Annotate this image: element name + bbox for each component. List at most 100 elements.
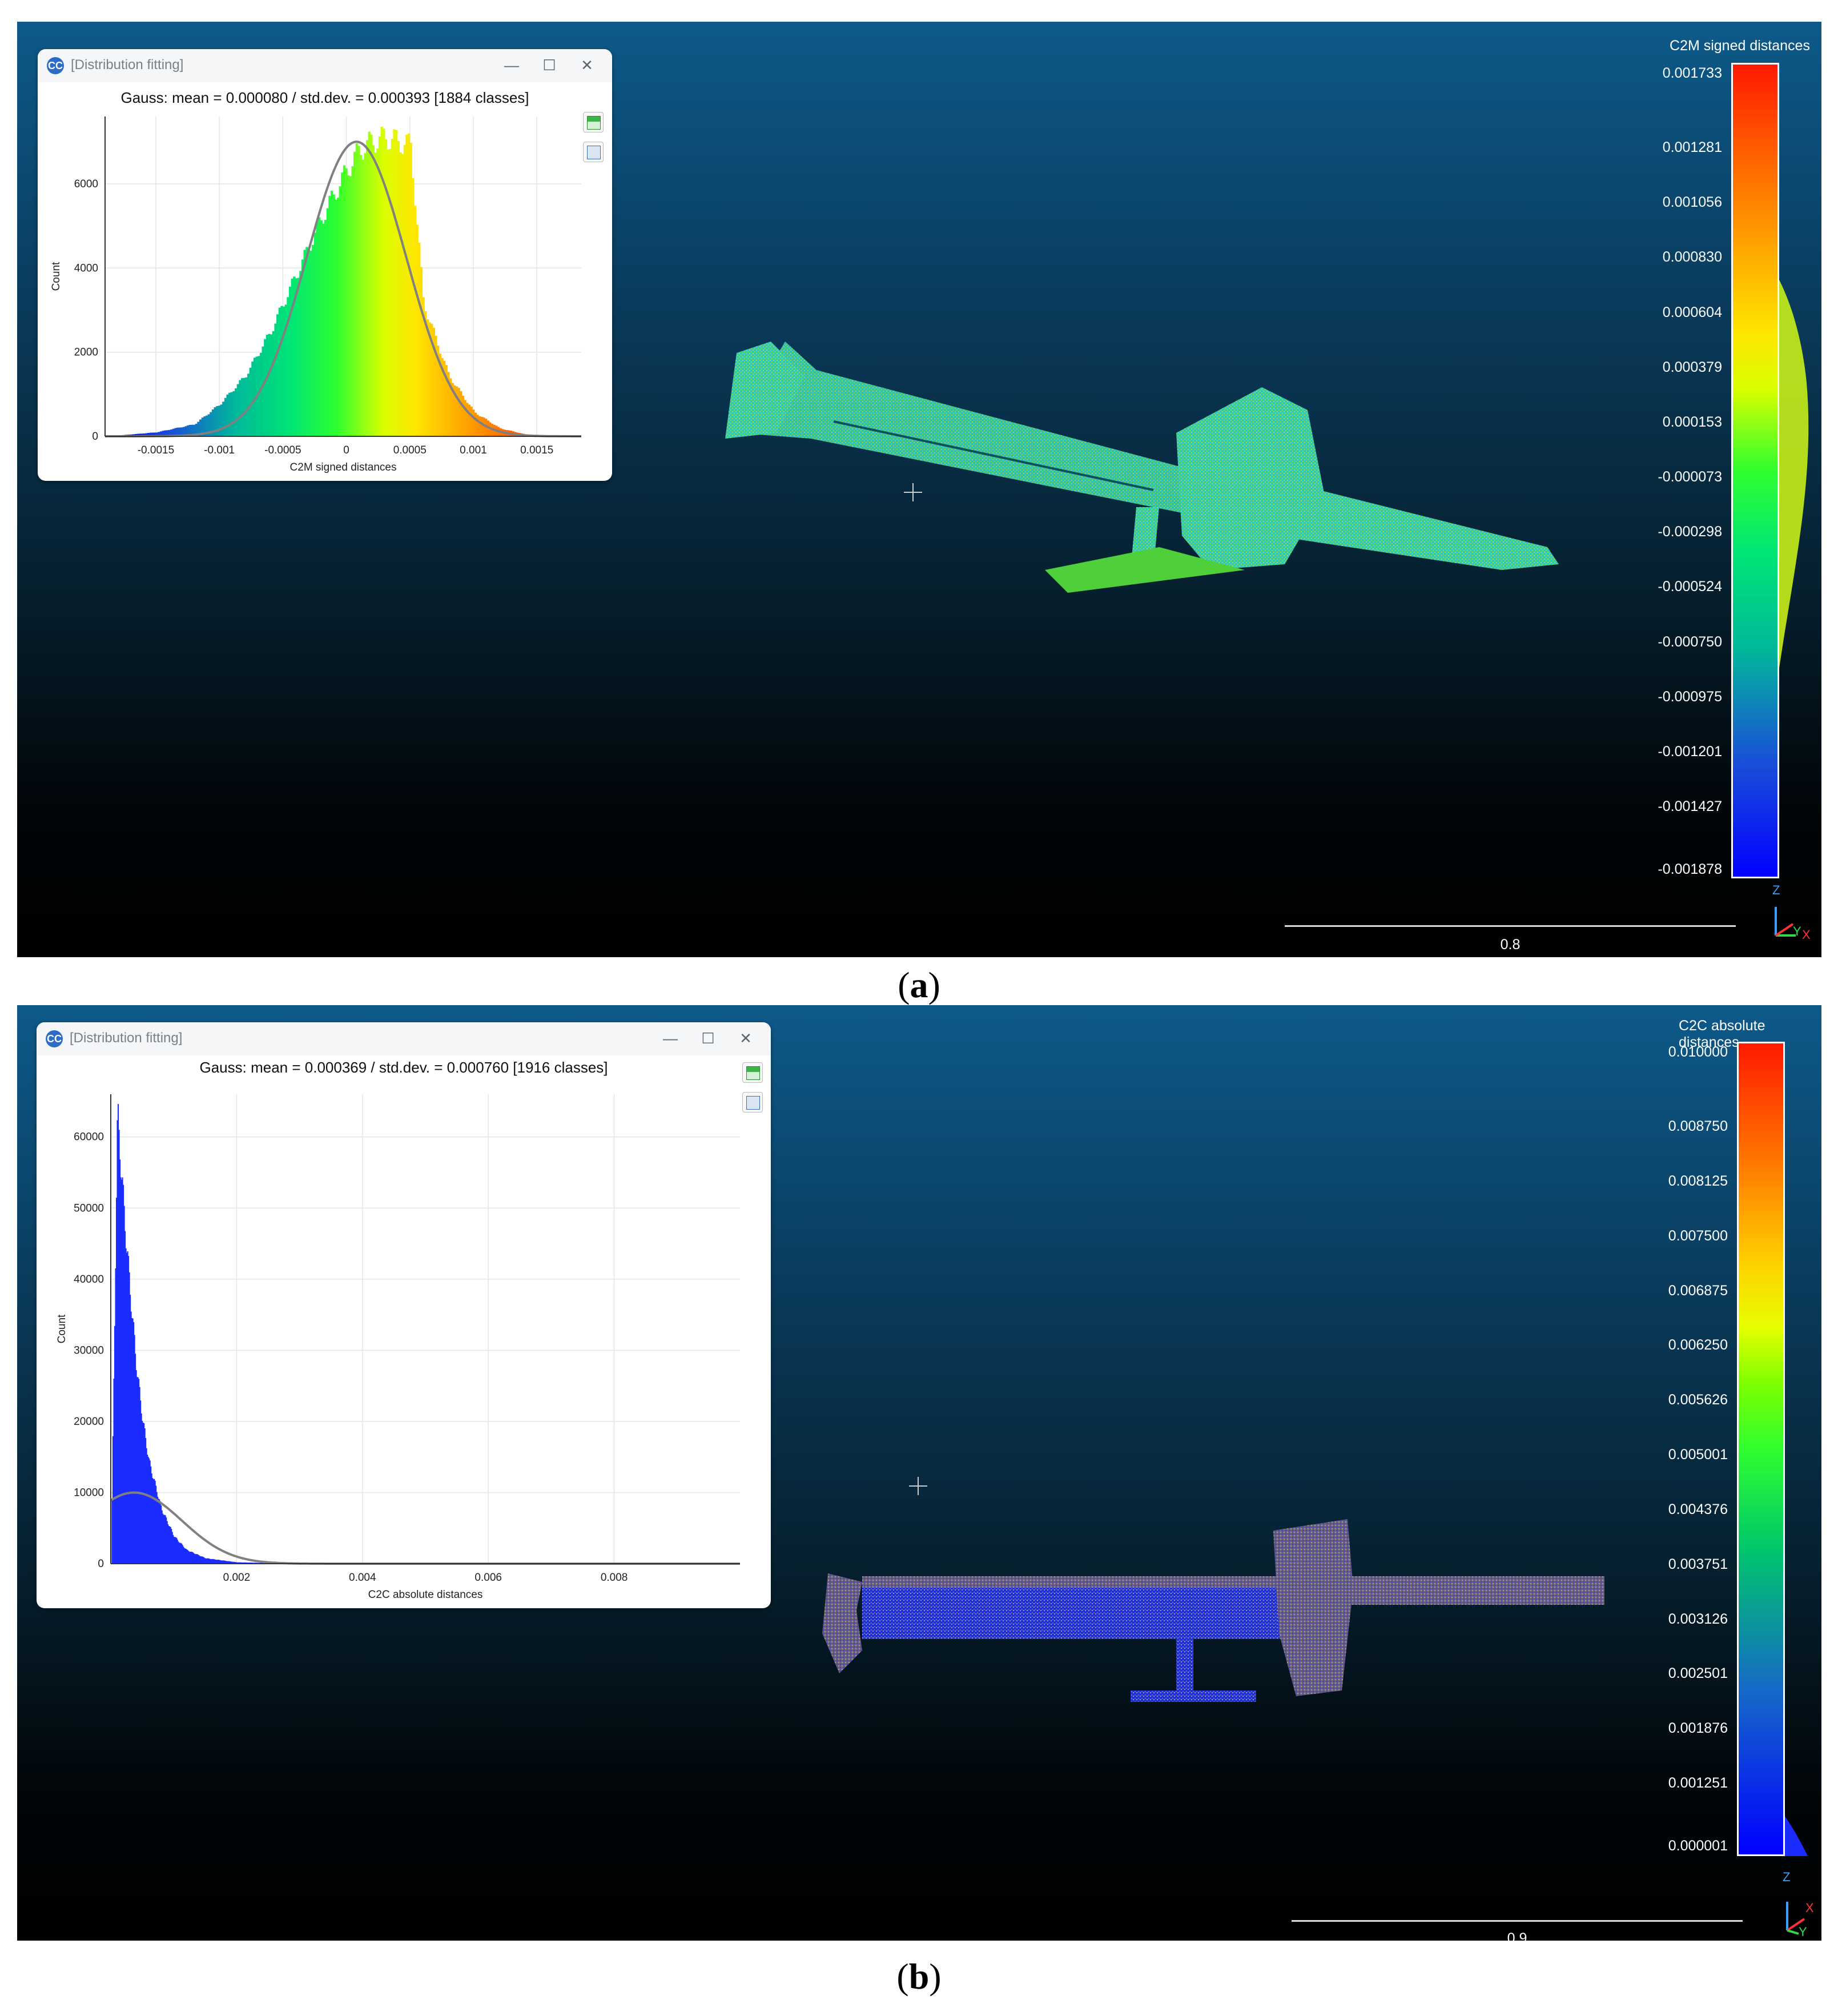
close-button[interactable]: ✕ <box>581 57 593 74</box>
histogram-bar <box>155 432 158 436</box>
histogram-bar <box>134 1335 135 1564</box>
histogram-bar <box>360 155 363 436</box>
histogram-bar <box>207 414 210 436</box>
viewer-panel-a[interactable]: CC [Distribution fitting] — ☐ ✕ Gauss: m… <box>17 22 1821 957</box>
histogram-bar <box>188 1551 190 1564</box>
histogram-bar <box>378 136 381 437</box>
histogram-bar <box>238 1562 239 1564</box>
histogram-bar <box>370 134 373 437</box>
histogram-bar <box>361 159 364 436</box>
histogram-bar <box>229 1561 231 1564</box>
histogram-bar <box>180 1543 182 1564</box>
x-tick-label: 0.002 <box>223 1572 251 1584</box>
histogram-bar <box>162 1513 164 1564</box>
histogram-bar <box>232 1561 234 1564</box>
histogram-bar <box>401 154 404 436</box>
histogram-bar <box>258 356 260 436</box>
minimize-button[interactable]: — <box>504 57 519 74</box>
histogram-bar <box>216 406 219 436</box>
histogram-bar <box>451 383 454 436</box>
histogram-bar <box>183 1547 184 1564</box>
scale-bar <box>1285 925 1736 927</box>
histogram-bar <box>179 1543 181 1564</box>
dialog-title-bar[interactable]: CC [Distribution fitting] — ☐ ✕ <box>38 49 612 82</box>
dialog-title-bar[interactable]: CC [Distribution fitting] — ☐ ✕ <box>37 1022 771 1055</box>
histogram-bar <box>409 143 412 436</box>
histogram-bar <box>318 217 321 436</box>
maximize-button[interactable]: ☐ <box>701 1030 715 1047</box>
histogram-bar <box>244 1562 246 1564</box>
histogram-bar <box>437 346 440 436</box>
minimize-button[interactable]: — <box>663 1030 678 1047</box>
histogram-bar <box>139 1387 140 1564</box>
colorbar-tick-label: -0.001201 <box>1658 743 1722 760</box>
histogram-bar <box>199 419 202 436</box>
colorbar-tick-label: -0.000524 <box>1658 579 1722 595</box>
distribution-fitting-dialog-b[interactable]: CC [Distribution fitting] — ☐ ✕ Gauss: m… <box>37 1022 771 1608</box>
histogram-bar <box>303 250 306 436</box>
histogram-bar <box>412 178 415 436</box>
x-tick-label: -0.001 <box>204 444 235 456</box>
histogram-bar <box>216 1560 218 1564</box>
histogram-bar <box>123 1206 125 1564</box>
histogram-bar <box>241 378 244 436</box>
histogram-bar <box>145 1438 147 1564</box>
histogram-bar <box>144 1428 146 1564</box>
histogram-bar <box>210 412 212 436</box>
distribution-fitting-dialog-a[interactable]: CC [Distribution fitting] — ☐ ✕ Gauss: m… <box>38 49 612 481</box>
histogram-bar <box>236 1562 238 1564</box>
histogram-chart-a: -0.0015 -0.001 -0.0005 0 0.0005 0.001 0.0015 0 2… <box>50 117 581 473</box>
histogram-bar <box>380 127 383 436</box>
export-image-icon[interactable] <box>742 1092 763 1113</box>
histogram-bar <box>143 433 146 436</box>
viewer-panel-b[interactable]: CC [Distribution fitting] — ☐ ✕ Gauss: m… <box>17 1005 1821 1941</box>
colorbar-histogram <box>1785 1816 1808 1856</box>
histogram-bar <box>135 1370 137 1564</box>
histogram-bar <box>235 388 238 436</box>
histogram-bar <box>231 1561 232 1564</box>
histogram-bar <box>132 1318 134 1564</box>
histogram-bar <box>312 244 315 436</box>
histogram-bar <box>472 409 475 436</box>
colorbar-tick-label: 0.003751 <box>1668 1556 1728 1572</box>
histogram-bar <box>190 1552 192 1564</box>
histogram-bar <box>393 129 396 436</box>
export-csv-icon[interactable] <box>742 1062 763 1083</box>
histogram-bar <box>239 380 242 436</box>
histogram-bar <box>169 1526 171 1564</box>
histogram-bar <box>212 1559 214 1564</box>
maximize-button[interactable]: ☐ <box>542 57 556 74</box>
histogram-bar <box>266 335 269 436</box>
colorbar-tick-label: 0.001876 <box>1668 1720 1728 1737</box>
export-image-icon[interactable] <box>583 142 604 162</box>
colorbar-title: C2M signed distances <box>1670 38 1810 54</box>
colorbar-tick-label: -0.000073 <box>1658 469 1722 485</box>
histogram-bar <box>236 1562 239 1564</box>
histogram-bar <box>184 1548 186 1564</box>
histogram-bar <box>235 1562 236 1564</box>
histogram-bar <box>482 417 485 436</box>
histogram-bar <box>268 334 271 436</box>
export-csv-icon[interactable] <box>583 112 604 132</box>
histogram-bar <box>239 1562 241 1564</box>
histogram-bar <box>234 1561 236 1564</box>
y-tick-label: 10000 <box>74 1487 104 1499</box>
axis-y-label: Y <box>1793 924 1801 938</box>
y-tick-label: 30000 <box>74 1344 104 1356</box>
colorbar-tick-label: 0.001733 <box>1662 65 1722 81</box>
histogram-bar <box>457 388 460 436</box>
histogram-bar <box>245 377 248 436</box>
histogram-bar <box>187 425 190 436</box>
colorbar-tick-label: -0.000298 <box>1658 524 1722 540</box>
histogram-bar <box>151 432 154 436</box>
x-tick-label: 0.006 <box>474 1572 502 1584</box>
x-tick-label: 0 <box>343 444 349 456</box>
close-button[interactable]: ✕ <box>739 1030 752 1047</box>
histogram-bar <box>270 334 273 436</box>
colorbar-histogram <box>1779 280 1809 668</box>
histogram-bar <box>476 415 479 436</box>
histogram-bar <box>374 152 377 436</box>
histogram-bar <box>115 1268 116 1564</box>
colorbar-tick-label: 0.008125 <box>1668 1172 1728 1189</box>
histogram-bar <box>193 1553 195 1564</box>
